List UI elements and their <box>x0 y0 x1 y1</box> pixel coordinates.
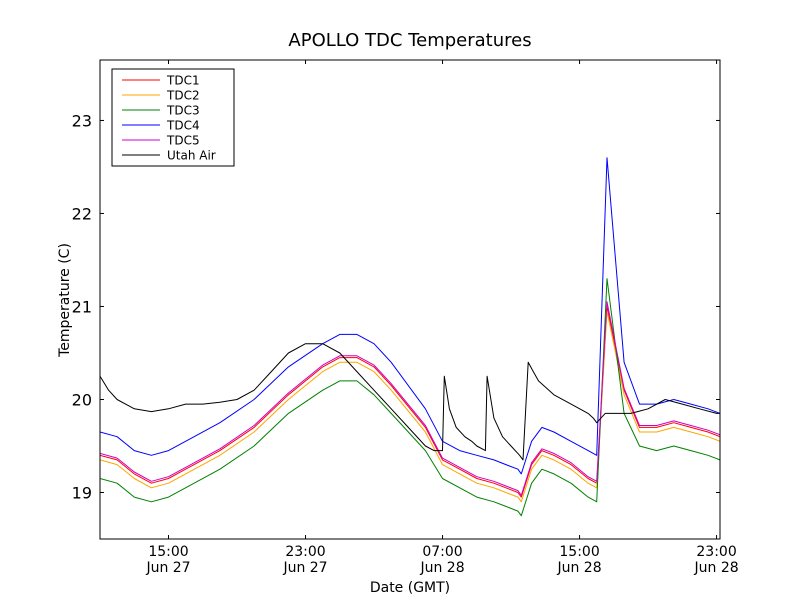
legend-label: TDC1 <box>166 74 200 88</box>
x-tick-label-time: 15:00 <box>148 544 188 560</box>
legend-label: TDC4 <box>166 119 200 133</box>
series-line-tdc1 <box>100 306 720 498</box>
y-tick-label: 22 <box>72 204 92 223</box>
chart-title: APOLLO TDC Temperatures <box>288 30 531 51</box>
x-tick-label-time: 23:00 <box>696 544 736 560</box>
x-tick-label-time: 07:00 <box>422 544 462 560</box>
y-tick-label: 19 <box>72 483 92 502</box>
x-tick-label-time: 23:00 <box>285 544 325 560</box>
legend-label: TDC2 <box>166 89 200 103</box>
x-tick-label-date: Jun 27 <box>282 560 327 576</box>
y-tick-label: 20 <box>72 390 92 409</box>
legend-frame <box>111 68 235 167</box>
x-tick-label-date: Jun 27 <box>145 560 190 576</box>
y-tick-label: 21 <box>72 297 92 316</box>
legend-label: TDC3 <box>166 104 200 118</box>
plot-frame <box>99 59 721 540</box>
x-tick-label-date: Jun 28 <box>556 560 601 576</box>
legend-label: TDC5 <box>166 134 200 148</box>
x-tick-label-date: Jun 28 <box>694 560 739 576</box>
x-axis-label: Date (GMT) <box>370 580 450 596</box>
series-line-tdc3 <box>100 278 720 517</box>
series-line-tdc2 <box>100 310 720 503</box>
x-tick-label-date: Jun 28 <box>419 560 464 576</box>
series-line-tdc5 <box>100 301 720 496</box>
series-line-utah-air <box>100 343 720 461</box>
series-line-tdc4 <box>100 157 720 475</box>
legend-label: Utah Air <box>167 149 216 163</box>
y-axis-label: Temperature (C) <box>57 243 73 358</box>
x-tick-label-time: 15:00 <box>559 544 599 560</box>
y-tick-label: 23 <box>72 111 92 130</box>
